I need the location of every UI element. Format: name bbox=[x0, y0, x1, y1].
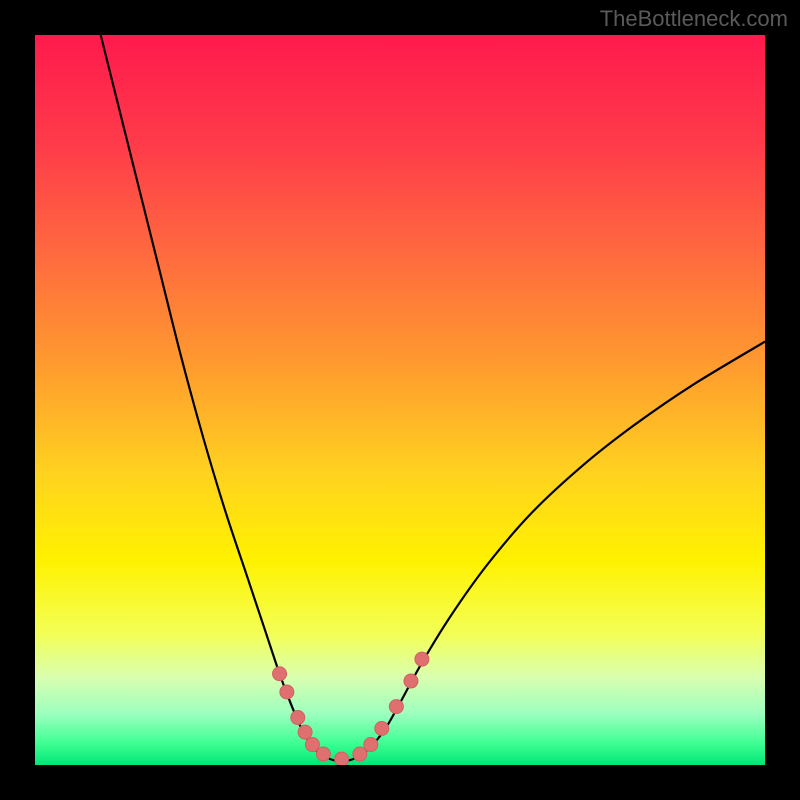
chart-plot-area bbox=[35, 35, 765, 765]
bottleneck-chart bbox=[35, 35, 765, 765]
curve-marker bbox=[375, 722, 389, 736]
curve-marker bbox=[316, 747, 330, 761]
curve-marker bbox=[364, 738, 378, 752]
curve-marker bbox=[335, 752, 349, 765]
curve-marker bbox=[298, 725, 312, 739]
curve-marker bbox=[389, 700, 403, 714]
curve-marker bbox=[415, 652, 429, 666]
curve-marker bbox=[305, 738, 319, 752]
curve-marker bbox=[353, 747, 367, 761]
curve-marker bbox=[273, 667, 287, 681]
curve-marker bbox=[404, 674, 418, 688]
gradient-background bbox=[35, 35, 765, 765]
curve-marker bbox=[291, 711, 305, 725]
watermark-text: TheBottleneck.com bbox=[600, 6, 788, 32]
curve-marker bbox=[280, 685, 294, 699]
